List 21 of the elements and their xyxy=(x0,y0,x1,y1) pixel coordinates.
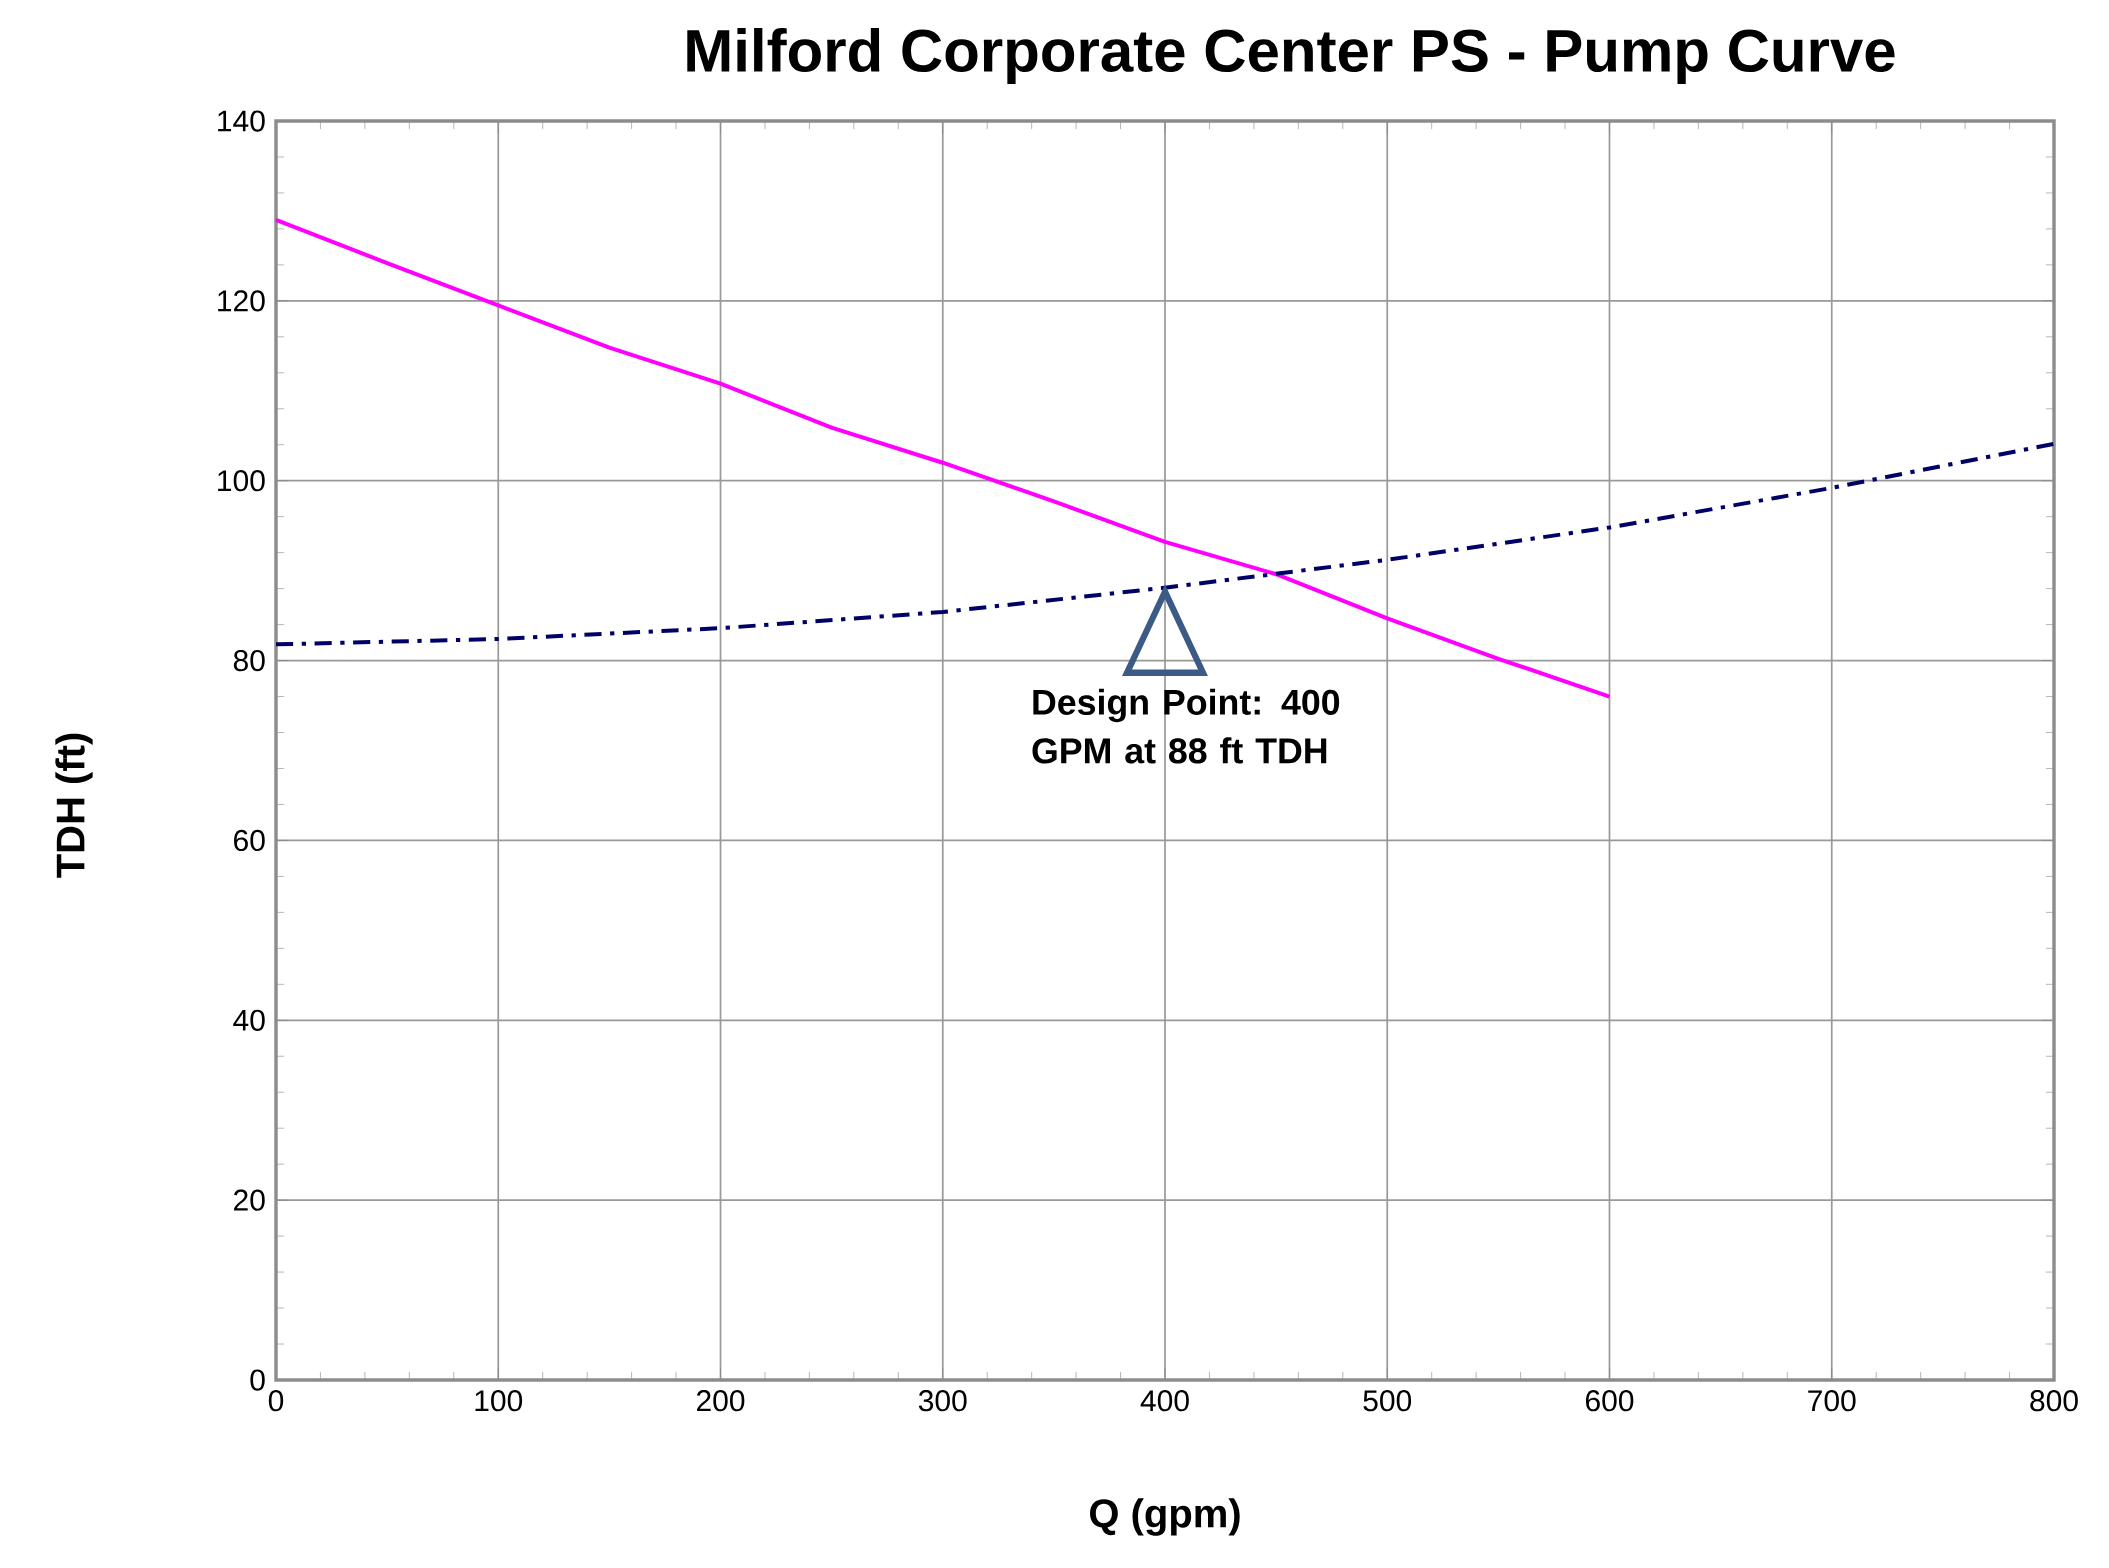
x-tick-label: 400 xyxy=(1140,1390,1189,1412)
y-tick-label: 100 xyxy=(218,470,265,492)
y-tick-label: 120 xyxy=(218,290,265,312)
x-axis-title: Q (gpm) xyxy=(1090,1498,1240,1536)
y-tick-label: 40 xyxy=(233,1009,265,1031)
y-tick-label: 20 xyxy=(234,1189,265,1211)
x-tick-label: 200 xyxy=(697,1390,745,1412)
y-tick-label: 140 xyxy=(218,110,265,132)
y-tick-label: 0 xyxy=(250,1369,265,1391)
x-tick-label: 0 xyxy=(268,1390,284,1412)
chart-title: Milford Corporate Center PS - Pump Curve xyxy=(687,28,1895,84)
x-tick-label: 700 xyxy=(1808,1390,1856,1412)
x-tick-label: 500 xyxy=(1363,1390,1412,1412)
y-tick-label: 80 xyxy=(233,649,265,672)
annotation: Design Point: 400 GPM at 88 ft TDH xyxy=(1032,688,1340,764)
x-tick-label: 600 xyxy=(1586,1390,1634,1412)
x-tick-label: 800 xyxy=(2030,1390,2078,1412)
y-tick-label: 60 xyxy=(234,829,265,852)
x-tick-label: 100 xyxy=(475,1390,523,1412)
y-axis-title: TDH (ft) xyxy=(55,733,93,878)
x-tick-label: 300 xyxy=(918,1390,967,1412)
